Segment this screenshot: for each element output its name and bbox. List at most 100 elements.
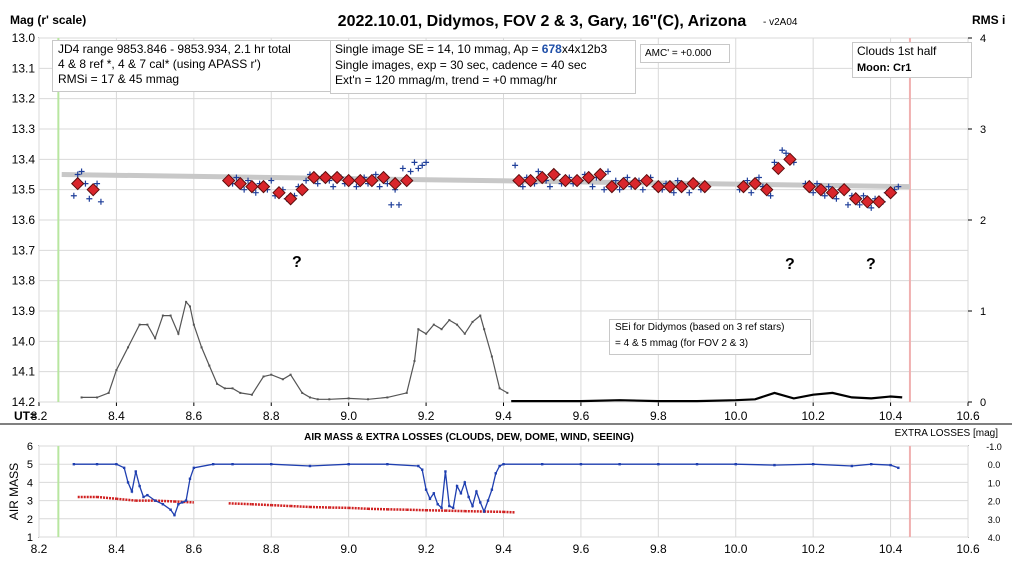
- chart-version: - v2A04: [763, 17, 798, 28]
- airmass-line: [290, 504, 311, 509]
- extra-losses-point: [448, 504, 451, 508]
- y-tick-label: 14.2: [12, 395, 36, 409]
- extra-losses-point: [490, 488, 494, 491]
- single-image-point: [70, 192, 77, 199]
- single-image-point: [546, 183, 553, 190]
- clouds-box: Clouds 1st half Moon: Cr1: [852, 42, 972, 78]
- rms-point: [483, 328, 486, 331]
- median-diamond-point: [581, 170, 596, 185]
- y2-tick-label: 3.0: [988, 515, 1001, 525]
- extra-losses-point: [173, 513, 176, 517]
- single-image-point: [512, 162, 519, 169]
- single-image-point: [411, 159, 418, 166]
- rms-point: [208, 364, 211, 367]
- y-tick-label: 13.0: [12, 31, 36, 45]
- rms-point: [115, 369, 118, 372]
- median-diamond-point: [233, 176, 247, 191]
- single-image-point: [233, 174, 240, 181]
- x-tick-label: 8.4: [108, 409, 125, 423]
- rms-point: [471, 320, 474, 323]
- extra-losses-point: [386, 463, 389, 466]
- single-image-point: [423, 159, 430, 166]
- y-tick-label: 13.5: [12, 183, 36, 197]
- left-axis-title: Mag (r' scale): [10, 13, 86, 27]
- median-diamond-point: [825, 185, 840, 200]
- rms-point: [448, 319, 451, 322]
- x-tick-label: 10.2: [801, 409, 825, 423]
- median-diamond-point: [295, 182, 309, 197]
- extra-losses-point: [421, 468, 424, 471]
- extra-losses-point: [130, 490, 134, 493]
- extra-losses-point: [72, 463, 76, 466]
- rms-point: [239, 391, 242, 394]
- y2-tick-label: 3: [980, 124, 986, 136]
- median-diamond-point: [616, 176, 631, 191]
- jd-info-box: JD4 range 9853.846 - 9853.934, 2.1 hr to…: [52, 40, 334, 92]
- median-diamond-point: [686, 176, 700, 191]
- median-diamond-point: [698, 179, 712, 194]
- single-image-point: [821, 192, 828, 199]
- single-image-point: [353, 183, 360, 190]
- rms-point: [405, 391, 408, 394]
- single-image-point: [616, 186, 623, 193]
- rmsi-text: RMSi = 17 & 45 mmag: [58, 72, 180, 86]
- extra-losses-point: [115, 463, 118, 466]
- median-diamond-point: [663, 179, 677, 194]
- rms-point: [316, 398, 319, 401]
- airmass-line: [445, 509, 465, 513]
- single-se-suffix: x4x12b3: [561, 42, 608, 56]
- extra-losses-point: [897, 466, 900, 470]
- single-image-point: [783, 150, 790, 157]
- x-tick-label: 9.4: [495, 542, 512, 556]
- y-tick-label: 3: [27, 496, 33, 508]
- rms-point: [216, 382, 219, 385]
- x-tick-label: 9.0: [340, 409, 357, 423]
- sei-line-1: SEi for Didymos (based on 3 ref stars): [615, 322, 785, 333]
- x-tick-label: 10.6: [956, 409, 980, 423]
- x-tick-label: 10.4: [879, 542, 903, 556]
- airmass-line: [309, 505, 330, 509]
- median-diamond-point: [814, 182, 828, 197]
- rms-point: [161, 314, 164, 317]
- rms-point: [146, 323, 149, 326]
- sei-line-2: = 4 & 5 mmag (for FOV 2 & 3): [615, 338, 749, 349]
- single-image-point: [601, 186, 608, 193]
- median-diamond-point: [558, 173, 573, 188]
- extra-losses-point: [153, 499, 157, 502]
- extra-losses-point: [494, 472, 497, 475]
- x-axis-label: UT=: [14, 409, 37, 423]
- x-tick-label: 8.2: [31, 409, 48, 423]
- single-image-point: [825, 183, 832, 190]
- extra-losses-point: [455, 484, 459, 488]
- single-image-point: [376, 183, 383, 190]
- extra-losses-point: [432, 492, 436, 495]
- x-tick-label: 8.6: [185, 542, 202, 556]
- median-diamond-point: [71, 176, 85, 191]
- median-diamond-point: [640, 173, 654, 188]
- median-diamond-point: [771, 161, 786, 176]
- y-tick-label: 13.8: [12, 274, 36, 288]
- single-image-point: [268, 177, 275, 184]
- extra-losses-point: [541, 463, 544, 466]
- median-diamond-point: [547, 167, 561, 182]
- x-tick-label: 10.4: [879, 409, 903, 423]
- single-image-point: [779, 147, 786, 154]
- airmass-line: [228, 502, 252, 506]
- median-diamond-point: [760, 182, 774, 197]
- y-tick-label: 2: [27, 514, 33, 526]
- rms-point: [506, 391, 509, 394]
- x-tick-label: 9.0: [340, 542, 357, 556]
- rms-point: [417, 328, 420, 331]
- rms-point: [200, 346, 203, 349]
- median-diamond-point: [400, 173, 414, 188]
- single-image-point: [97, 198, 104, 205]
- extra-losses-point: [471, 504, 474, 508]
- rms-point: [367, 398, 370, 401]
- single-image-point: [303, 177, 310, 184]
- y-tick-label: 13.9: [12, 304, 36, 318]
- median-diamond-point: [883, 185, 898, 200]
- x-tick-label: 10.0: [724, 542, 748, 556]
- median-diamond-point: [674, 179, 689, 194]
- y-tick-label: 5: [27, 459, 33, 471]
- extra-losses-point: [579, 463, 583, 466]
